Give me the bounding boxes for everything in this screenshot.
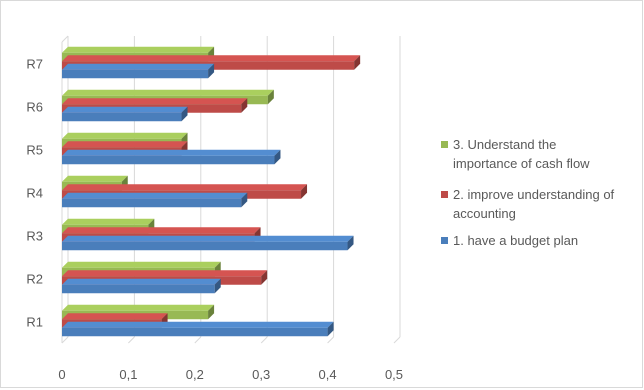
bar-side — [241, 98, 248, 113]
legend-label: importance of cash flow — [453, 156, 590, 171]
bar-side — [261, 270, 268, 285]
bar-top — [62, 304, 215, 311]
bar — [62, 69, 209, 79]
gridline-floor — [327, 336, 334, 344]
x-tick-label: 0,2 — [186, 367, 204, 382]
bar — [62, 327, 328, 337]
gridline-floor — [260, 336, 268, 344]
y-tick-label: R7 — [26, 57, 43, 72]
y-tick-label: R5 — [26, 143, 43, 158]
bar-side — [241, 192, 248, 208]
legend-label: 2. improve understanding of — [453, 187, 615, 202]
bar-side — [208, 304, 215, 320]
bar-top — [62, 321, 334, 328]
y-axis-top-edge — [61, 35, 69, 43]
bar-top — [62, 63, 215, 70]
legend-label: 3. Understand the — [453, 137, 556, 152]
bar-top — [62, 46, 215, 53]
gridline-floor — [128, 336, 135, 344]
x-tick-label: 0,5 — [385, 367, 403, 382]
gridline-floor — [393, 336, 401, 344]
bar-top — [62, 261, 221, 268]
bar-side — [267, 89, 274, 105]
bar-side — [301, 184, 308, 199]
bar-side — [347, 235, 354, 251]
bar-top — [62, 149, 281, 156]
bar-top — [62, 270, 268, 277]
y-tick-label: R6 — [26, 100, 43, 115]
bar-top — [62, 132, 188, 139]
bar-side — [181, 106, 188, 122]
legend-swatch — [441, 237, 448, 244]
y-tick-label: R3 — [26, 229, 43, 244]
gridline-floor — [194, 336, 202, 344]
x-tick-label: 0,3 — [252, 367, 270, 382]
bar-top — [62, 141, 188, 148]
bar-side — [208, 63, 215, 79]
legend-swatch — [441, 191, 448, 198]
bar-top — [62, 192, 248, 199]
bar-top — [62, 278, 221, 285]
x-tick-label: 0,1 — [119, 367, 137, 382]
bar-top — [62, 184, 308, 191]
x-tick-label: 0 — [58, 367, 65, 382]
legend-label: 1. have a budget plan — [453, 233, 578, 248]
bar-top — [62, 106, 188, 113]
x-tick-label: 0,4 — [319, 367, 337, 382]
bar-top — [62, 98, 248, 105]
y-tick-label: R2 — [26, 272, 43, 287]
legend-label: accounting — [453, 206, 516, 221]
bar-top — [62, 313, 168, 320]
bar — [62, 112, 182, 122]
bar-side — [354, 55, 361, 70]
bar-top — [62, 235, 354, 242]
bar-top — [62, 218, 155, 225]
bar-side — [214, 278, 221, 294]
bar — [62, 284, 215, 294]
y-tick-label: R4 — [26, 186, 43, 201]
bar-top — [62, 227, 261, 234]
legend-swatch — [441, 141, 448, 148]
bar — [62, 198, 242, 208]
bar-top — [62, 175, 128, 182]
bar-side — [274, 149, 281, 165]
bar-side — [327, 321, 334, 337]
bar — [62, 155, 275, 165]
bar-top — [62, 55, 361, 62]
y-tick-label: R1 — [26, 315, 43, 330]
gridline-floor — [61, 336, 69, 344]
bar — [62, 241, 348, 251]
bar-top — [62, 89, 274, 96]
